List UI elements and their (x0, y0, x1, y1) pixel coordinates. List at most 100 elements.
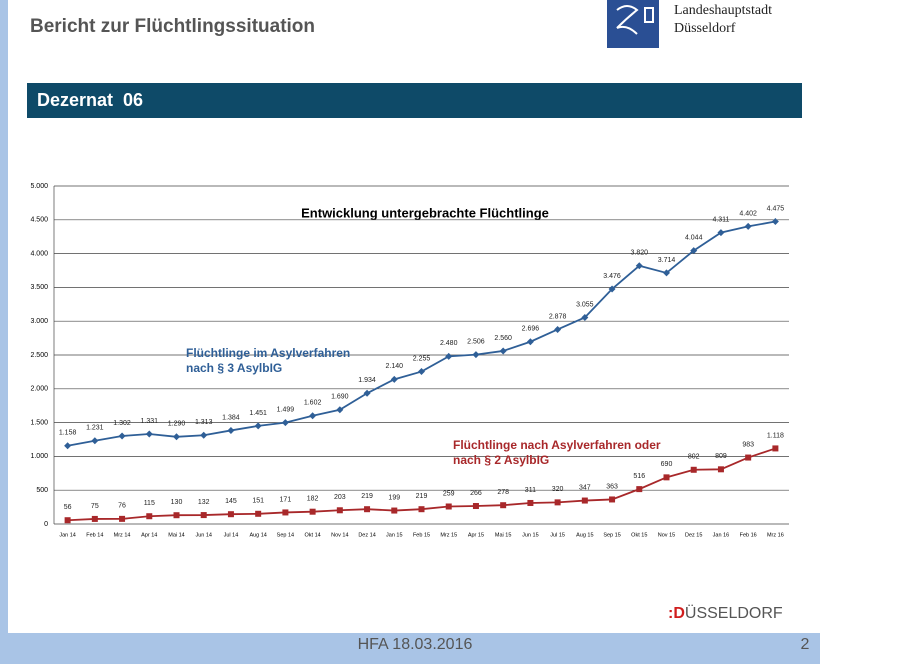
y-tick-label: 500 (36, 487, 48, 494)
marker (527, 499, 534, 506)
footer-bar (0, 633, 820, 664)
y-tick-label: 0 (44, 521, 48, 528)
marker (663, 269, 670, 277)
data-label: 182 (307, 496, 319, 503)
data-label: 1.290 (168, 421, 186, 428)
data-label: 266 (470, 490, 482, 497)
data-label: 1.231 (86, 425, 104, 432)
x-tick-label: Mrz 14 (114, 532, 131, 538)
data-label: 516 (633, 473, 645, 480)
marker (581, 313, 589, 321)
x-tick-label: Mrz 15 (440, 532, 457, 538)
data-label: 2.140 (386, 363, 404, 370)
marker (119, 515, 126, 522)
data-label: 320 (552, 486, 564, 493)
x-tick-label: Mai 14 (168, 532, 185, 538)
y-tick-label: 3.000 (30, 318, 48, 325)
x-tick-label: Feb 15 (413, 532, 430, 538)
x-tick-label: Jun 15 (522, 532, 539, 538)
data-label: 1.302 (113, 420, 131, 427)
x-tick-label: Jun 14 (195, 532, 212, 538)
logo-emblem (616, 5, 654, 35)
marker (309, 508, 316, 515)
data-label: 311 (525, 487, 536, 494)
y-tick-label: 1.000 (30, 453, 48, 460)
data-label: 2.506 (467, 338, 485, 345)
y-tick-label: 5.000 (30, 183, 48, 190)
data-label: 151 (252, 498, 264, 505)
marker (254, 422, 262, 430)
x-tick-label: Aug 15 (576, 532, 593, 538)
marker (445, 352, 453, 360)
marker (581, 497, 588, 504)
marker (499, 347, 507, 355)
marker (200, 512, 207, 519)
x-tick-label: Jul 15 (550, 532, 565, 538)
x-tick-label: Mrz 16 (767, 532, 784, 538)
y-tick-label: 1.500 (30, 419, 48, 426)
marker (500, 502, 507, 509)
data-label: 4.475 (767, 205, 785, 212)
x-tick-label: Dez 14 (358, 532, 375, 538)
data-label: 2.696 (522, 326, 540, 333)
marker (145, 430, 153, 438)
data-label: 203 (334, 494, 346, 501)
marker (255, 510, 262, 517)
marker (771, 217, 779, 225)
x-tick-label: Feb 14 (86, 532, 103, 538)
data-label: 278 (497, 489, 509, 496)
data-label: 2.255 (413, 355, 431, 362)
marker (554, 499, 561, 506)
x-tick-label: Apr 14 (141, 532, 157, 538)
x-tick-label: Apr 15 (468, 532, 484, 538)
marker (609, 496, 616, 503)
marker (173, 433, 180, 441)
data-label: 1.451 (249, 410, 267, 417)
data-label: 76 (118, 503, 126, 510)
brand-text: ÜSSELDORF (685, 604, 783, 622)
data-label: 4.311 (712, 216, 729, 223)
marker (745, 454, 752, 461)
data-label: 4.402 (739, 210, 757, 217)
x-tick-label: Nov 15 (658, 532, 675, 538)
side-strip (0, 0, 8, 664)
x-tick-label: Feb 16 (740, 532, 757, 538)
data-label: 3.820 (631, 250, 649, 257)
data-label: 802 (688, 454, 700, 461)
marker (635, 262, 643, 270)
marker (554, 325, 562, 333)
marker (91, 515, 98, 522)
marker (118, 432, 126, 440)
y-tick-label: 3.500 (30, 284, 48, 291)
data-label: 171 (280, 496, 292, 503)
marker (391, 507, 398, 514)
marker (445, 503, 452, 510)
marker (364, 506, 371, 513)
data-label: 259 (443, 490, 455, 497)
marker (64, 442, 72, 450)
data-label: 983 (742, 441, 754, 448)
x-tick-label: Sep 15 (603, 532, 620, 538)
data-label: 2.560 (494, 335, 512, 342)
data-label: 145 (225, 498, 237, 505)
data-label: 1.499 (277, 407, 295, 414)
series-line (67, 220, 776, 447)
marker (418, 506, 425, 513)
data-label: 1.384 (222, 414, 240, 421)
data-label: 3.714 (658, 257, 676, 264)
marker (227, 426, 235, 434)
logo-text: Düsseldorf (674, 21, 736, 36)
marker (200, 431, 208, 439)
data-label: 1.602 (304, 400, 322, 407)
data-label: 1.934 (358, 377, 376, 384)
marker (690, 247, 698, 255)
marker (636, 486, 643, 493)
marker (744, 222, 752, 230)
footer-text: HFA 18.03.2016 (358, 636, 473, 653)
page-number: 2 (801, 636, 810, 653)
data-label: 2.878 (549, 313, 567, 320)
slide-title: Bericht zur Flüchtlingssituation (30, 16, 315, 37)
data-label: 1.313 (195, 419, 213, 426)
